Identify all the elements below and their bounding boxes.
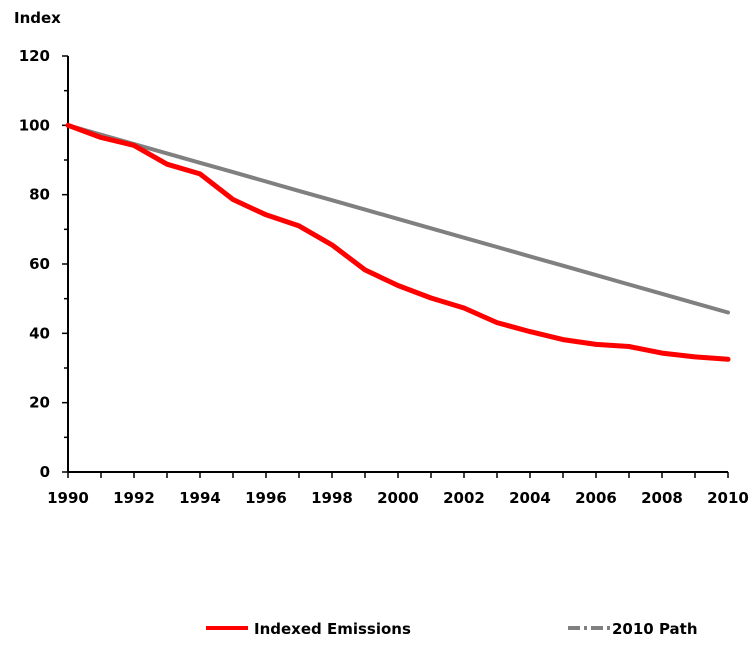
y-axis-label: Index: [14, 9, 61, 27]
x-tick-label: 1994: [179, 489, 221, 507]
y-tick-label: 60: [29, 255, 50, 273]
y-axis-ticks: 0 20 40 60 80 100 120: [19, 47, 68, 481]
x-tick-label: 1996: [245, 489, 287, 507]
series-line-2010-path: [66, 123, 730, 315]
x-tick-label: 1990: [47, 489, 89, 507]
x-tick-label: 2000: [377, 489, 419, 507]
x-tick-label: 2010: [707, 489, 749, 507]
x-tick-label: 1998: [311, 489, 353, 507]
y-tick-label: 120: [19, 47, 50, 65]
y-tick-label: 20: [29, 394, 50, 412]
x-tick-label: 2008: [641, 489, 683, 507]
axes: [67, 56, 728, 473]
y-tick-label: 40: [29, 324, 50, 342]
y-tick-label: 0: [40, 463, 50, 481]
legend: Indexed Emissions 2010 Path: [206, 620, 698, 638]
x-tick-label: 2002: [443, 489, 485, 507]
x-axis-ticks: 1990 1992 1994 1996 1998 2000 2002 2004 2006 2008…: [47, 472, 749, 507]
x-tick-label: 2006: [575, 489, 617, 507]
legend-label-indexed-emissions: Indexed Emissions: [254, 620, 411, 638]
y-tick-label: 100: [19, 116, 50, 134]
legend-label-2010-path: 2010 Path: [612, 620, 698, 638]
series-lines: [65, 122, 731, 362]
y-tick-label: 80: [29, 186, 50, 204]
x-tick-label: 2004: [509, 489, 551, 507]
x-tick-label: 1992: [113, 489, 155, 507]
series-line-indexed-emissions: [65, 122, 731, 362]
